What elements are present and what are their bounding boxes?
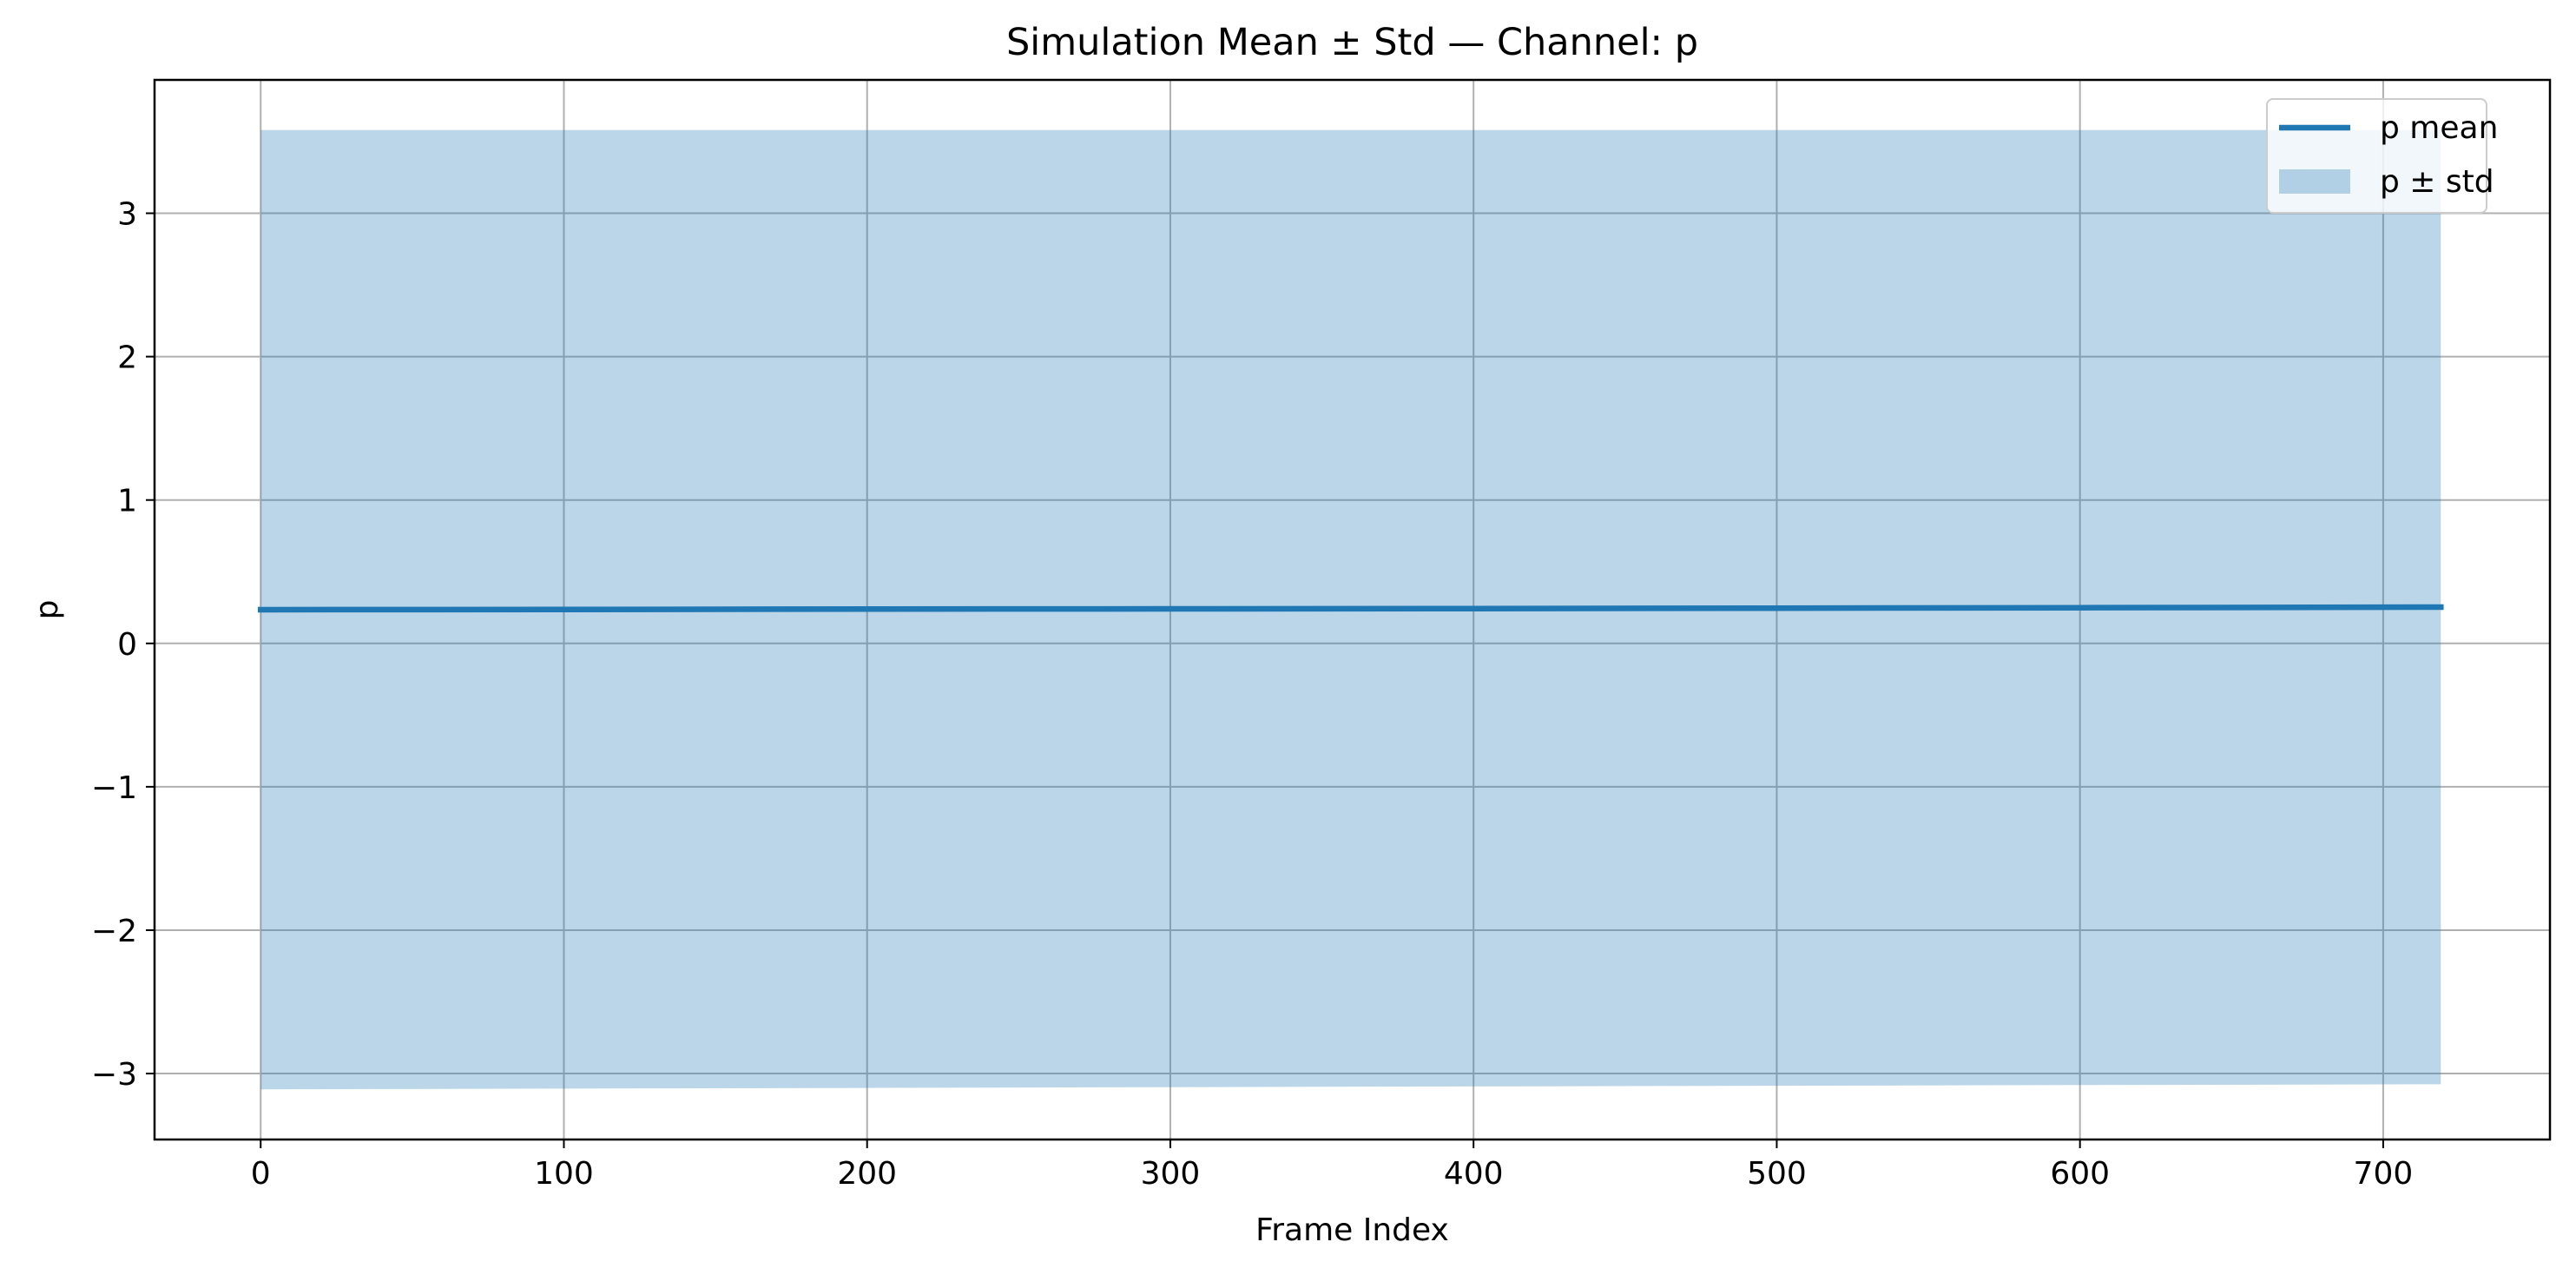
y-axis-title: p (30, 600, 65, 620)
legend-label: p mean (2380, 110, 2498, 146)
x-tick-label: 0 (251, 1156, 271, 1192)
x-tick-label: 100 (534, 1156, 594, 1192)
legend[interactable]: p mean p ± std (2266, 98, 2498, 214)
chart-title: Simulation Mean ± Std — Channel: p (1006, 21, 1698, 64)
legend-label: p ± std (2380, 164, 2494, 200)
x-tick-label: 300 (1141, 1156, 1201, 1192)
ticks: 0 100 200 300 400 500 600 700 −3 −2 −1 0 1 2 3 (91, 197, 2413, 1192)
x-tick-label: 500 (1747, 1156, 1807, 1192)
y-tick-label: 0 (117, 627, 137, 663)
data-layer (257, 129, 2444, 1090)
mean-line (257, 604, 2444, 613)
y-tick-label: −1 (91, 770, 137, 806)
y-tick-label: −3 (91, 1057, 137, 1093)
x-tick-label: 400 (1444, 1156, 1504, 1192)
plot-frame (153, 78, 2552, 1141)
y-tick-label: 3 (117, 197, 137, 233)
y-tick-label: 1 (117, 484, 137, 519)
x-tick-label: 600 (2050, 1156, 2110, 1192)
x-tick-label: 700 (2354, 1156, 2414, 1192)
x-axis-title: Frame Index (1255, 1212, 1449, 1248)
x-tick-label: 200 (837, 1156, 897, 1192)
y-tick-label: −2 (91, 914, 137, 949)
y-tick-label: 2 (117, 340, 137, 376)
legend-swatch-band (2279, 169, 2350, 194)
